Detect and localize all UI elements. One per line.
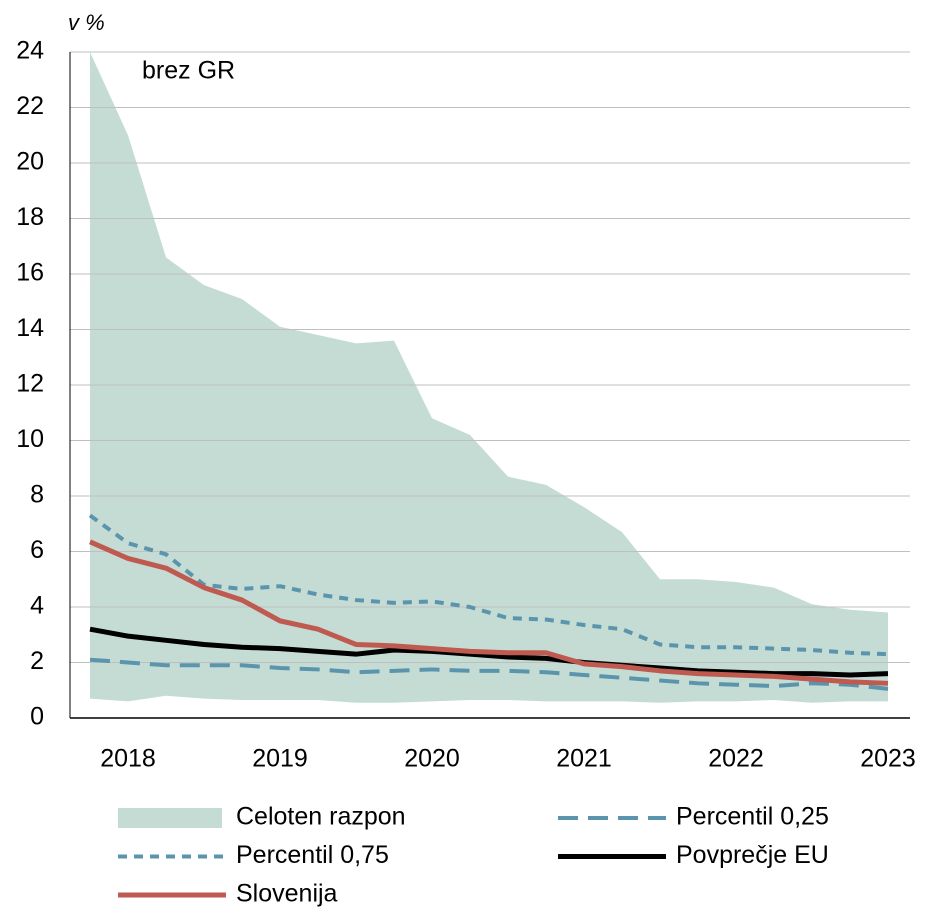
legend-label: Percentil 0,25 [676, 803, 829, 831]
x-tick-label: 2019 [252, 745, 308, 773]
legend-label: Percentil 0,75 [236, 841, 389, 869]
annotation: brez GR [142, 57, 235, 85]
series-line [89, 657, 889, 691]
x-tick-label: 2021 [556, 745, 612, 773]
y-tick-label: 16 [16, 259, 44, 287]
series-line [88, 513, 889, 657]
x-tick-label: 2020 [404, 745, 460, 773]
y-axis-unit: v % [68, 10, 105, 35]
legend-label: Celoten razpon [236, 803, 406, 831]
x-tick-label: 2022 [708, 745, 764, 773]
y-tick-label: 0 [30, 703, 44, 731]
y-tick-label: 4 [30, 592, 44, 620]
series-line [89, 626, 889, 678]
series-line [88, 539, 889, 686]
y-tick-label: 22 [16, 92, 44, 120]
y-tick-label: 24 [16, 37, 44, 65]
x-tick-label: 2023 [860, 745, 916, 773]
y-tick-label: 20 [16, 148, 44, 176]
legend-label: Povprečje EU [676, 841, 829, 869]
legend-label: Slovenija [236, 880, 338, 908]
range-area [90, 52, 888, 703]
y-tick-label: 2 [30, 647, 44, 675]
x-tick-label: 2018 [100, 745, 156, 773]
legend-swatch [118, 808, 222, 828]
y-tick-label: 14 [16, 314, 44, 342]
y-tick-label: 18 [16, 203, 44, 231]
y-tick-label: 8 [30, 481, 44, 509]
y-tick-label: 12 [16, 370, 44, 398]
y-tick-label: 10 [16, 425, 44, 453]
y-tick-label: 6 [30, 536, 44, 564]
